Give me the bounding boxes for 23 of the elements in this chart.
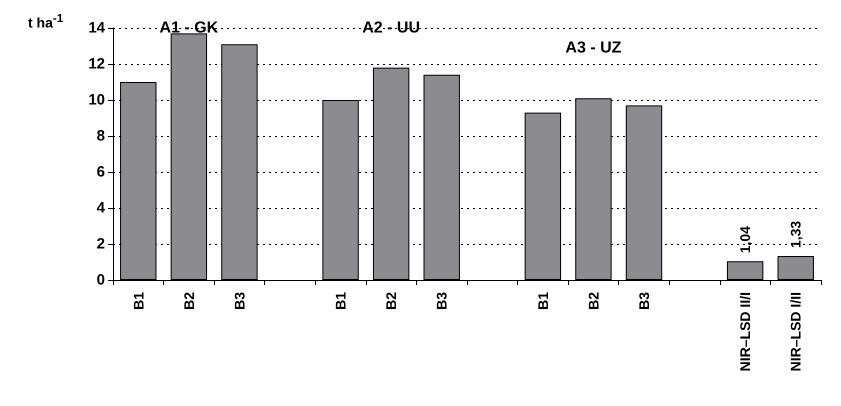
x-tick-label: NIR–LSD I/II	[788, 292, 804, 372]
x-tick-label: B2	[585, 292, 602, 310]
x-tick-label: B2	[383, 292, 400, 310]
x-tick-label: B1	[332, 292, 349, 310]
data-label: 1,04	[737, 226, 754, 254]
y-tick-label: 12	[88, 56, 105, 72]
y-tick-label: 2	[96, 236, 105, 252]
x-tick-label: B3	[636, 292, 652, 310]
y-tick-label: 6	[96, 164, 105, 180]
x-tick-label: B3	[434, 292, 450, 310]
y-tick-label: 4	[96, 200, 106, 216]
y-tick-label: 10	[88, 92, 105, 108]
x-tick-label: B3	[231, 292, 248, 310]
x-tick-label: NIR–LSD II/I	[737, 292, 754, 372]
y-tick-label: 8	[96, 128, 105, 144]
y-tick-label: 0	[96, 272, 105, 288]
y-tick-label: 14	[88, 20, 106, 36]
x-tick-label: B1	[534, 292, 551, 310]
x-tick-label: B2	[180, 292, 197, 310]
data-label: 1,33	[788, 220, 804, 248]
y-axis-title: t ha$^{-1}$	[28, 12, 64, 31]
x-tick-label: B1	[130, 292, 146, 310]
annotation: A3 - UZ	[565, 40, 622, 56]
